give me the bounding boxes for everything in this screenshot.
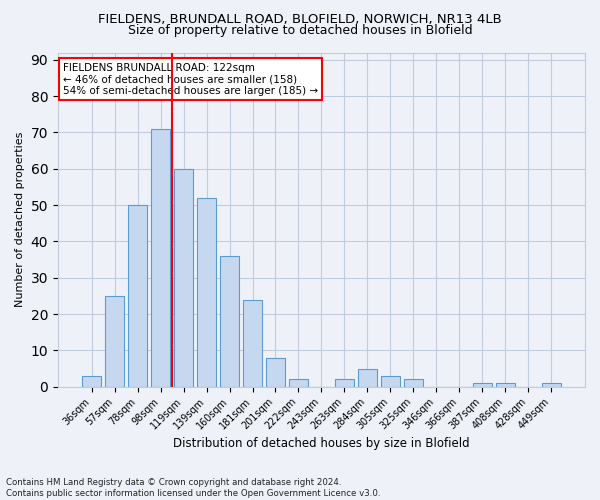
Bar <box>243 300 262 386</box>
X-axis label: Distribution of detached houses by size in Blofield: Distribution of detached houses by size … <box>173 437 470 450</box>
Bar <box>220 256 239 386</box>
Bar <box>542 383 561 386</box>
Bar <box>404 380 423 386</box>
Bar <box>473 383 492 386</box>
Text: Contains HM Land Registry data © Crown copyright and database right 2024.
Contai: Contains HM Land Registry data © Crown c… <box>6 478 380 498</box>
Bar <box>105 296 124 386</box>
Bar <box>496 383 515 386</box>
Bar <box>128 205 148 386</box>
Bar <box>358 368 377 386</box>
Bar <box>380 376 400 386</box>
Text: FIELDENS, BRUNDALL ROAD, BLOFIELD, NORWICH, NR13 4LB: FIELDENS, BRUNDALL ROAD, BLOFIELD, NORWI… <box>98 12 502 26</box>
Bar <box>197 198 217 386</box>
Text: FIELDENS BRUNDALL ROAD: 122sqm
← 46% of detached houses are smaller (158)
54% of: FIELDENS BRUNDALL ROAD: 122sqm ← 46% of … <box>63 62 318 96</box>
Bar <box>335 380 354 386</box>
Y-axis label: Number of detached properties: Number of detached properties <box>15 132 25 308</box>
Bar <box>151 129 170 386</box>
Text: Size of property relative to detached houses in Blofield: Size of property relative to detached ho… <box>128 24 472 37</box>
Bar <box>174 169 193 386</box>
Bar <box>289 380 308 386</box>
Bar <box>82 376 101 386</box>
Bar <box>266 358 285 386</box>
